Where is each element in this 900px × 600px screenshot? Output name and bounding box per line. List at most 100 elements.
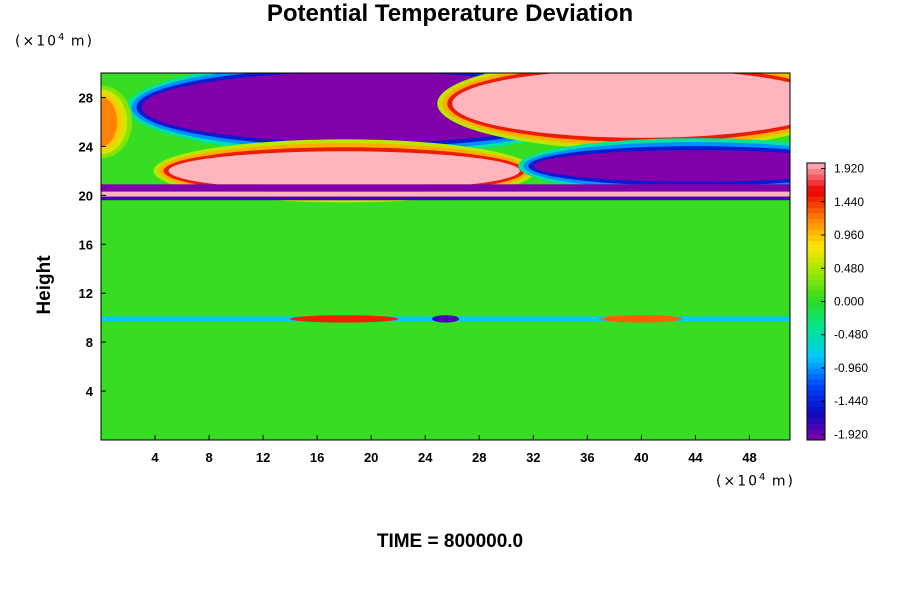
colorbar-band [807,218,825,225]
heatmap-band [101,191,790,197]
x-axis: 4 8 12 16 20 24 28 32 36 40 44 48 [151,435,757,465]
plot-frame [100,72,791,441]
colorbar-tick-label: 1.920 [834,162,864,176]
heatmap-spot [290,315,399,323]
y-unit-exponent: 4 [58,32,65,43]
colorbar-tick-label: -0.480 [834,328,868,342]
colorbar-band [807,212,825,219]
colorbar-band [807,406,825,413]
colorbar-band [807,201,825,208]
colorbar-band [807,345,825,352]
colorbar-band [807,312,825,319]
y-tick-label: 16 [79,237,93,252]
colorbar-band [807,379,825,386]
colorbar-band [807,367,825,375]
x-tick-label: 12 [256,450,270,465]
y-tick-label: 12 [79,286,93,301]
colorbar-tick-label: 1.440 [834,195,864,209]
colorbar: 1.920 1.440 0.960 0.480 0.000 -0.480 -0.960 -1.… [806,162,868,441]
colorbar-band [807,223,825,230]
colorbar-band [807,301,825,308]
colorbar-band [807,179,825,186]
x-tick-label: 32 [526,450,540,465]
heatmap-cell [533,150,790,182]
colorbar-band [807,268,825,275]
colorbar-band [807,390,825,397]
y-tick-label: 4 [86,384,94,399]
x-tick-label: 44 [688,450,703,465]
x-tick-label: 24 [418,450,433,465]
colorbar-band [807,251,825,258]
colorbar-band [807,384,825,391]
y-tick-label: 8 [86,335,93,350]
heatmap-cell [101,97,118,147]
x-tick-label: 8 [205,450,212,465]
colorbar-band [807,279,825,286]
heatmap-band [101,184,790,192]
y-axis: 4 8 12 16 20 24 28 [79,90,106,399]
x-tick-label: 16 [310,450,324,465]
colorbar-band [807,395,825,402]
colorbar-band [807,246,825,253]
colorbar-band [807,329,825,336]
colorbar-band [807,229,825,236]
heatmap-spot [431,315,460,323]
colorbar-band [807,174,825,181]
colorbar-band [807,401,825,408]
colorbar-band [807,307,825,314]
colorbar-tick-label: 0.960 [834,228,864,242]
colorbar-band [807,356,825,363]
colorbar-tick-label: 0.480 [834,261,864,275]
heatmap-field [101,73,790,440]
colorbar-band [807,373,825,380]
x-axis-unit: (×104 m) [716,472,795,490]
colorbar-band [807,284,825,291]
heatmap-cell [452,73,790,138]
colorbar-band [807,190,825,197]
colorbar-band [807,323,825,330]
x-unit-suffix: m) [765,473,795,490]
x-unit-exponent: 4 [759,472,766,483]
colorbar-band [807,273,825,280]
x-tick-label: 48 [742,450,756,465]
y-tick-label: 28 [79,90,93,105]
time-label: TIME = 800000.0 [376,531,524,552]
colorbar-band [807,423,825,430]
heatmap-spot [600,315,682,323]
x-tick-label: 36 [580,450,594,465]
colorbar-band [807,434,825,441]
colorbar-band [807,334,825,341]
colorbar-band [807,428,825,435]
y-tick-label: 24 [79,139,94,154]
colorbar-band [807,257,825,264]
y-axis-unit: (×104 m) [15,32,94,50]
x-tick-label: 40 [634,450,648,465]
colorbar-band [807,240,825,247]
colorbar-tick-label: -1.920 [834,427,868,441]
colorbar-tick-label: 0.000 [834,295,864,309]
y-unit-suffix: m) [64,33,94,50]
colorbar-band [807,412,825,419]
colorbar-tick-label: -0.960 [834,361,868,375]
colorbar-band [807,318,825,325]
x-unit-prefix: (×10 [716,473,760,490]
heatmap-cell [168,151,520,191]
x-tick-label: 20 [364,450,378,465]
colorbar-band [807,417,825,424]
colorbar-band [807,295,825,302]
colorbar-band [807,207,825,214]
colorbar-band [807,340,825,347]
colorbar-tick-label: -1.440 [834,394,868,408]
colorbar-band [807,235,825,242]
colorbar-band [807,351,825,358]
colorbar-band [807,290,825,297]
x-tick-label: 4 [151,450,159,465]
y-tick-label: 20 [79,188,93,203]
colorbar-band [807,168,825,175]
colorbar-band [807,362,825,369]
colorbar-band [807,196,825,203]
x-tick-label: 28 [472,450,486,465]
colorbar-band [807,262,825,269]
chart-title: Potential Temperature Deviation [266,0,634,27]
